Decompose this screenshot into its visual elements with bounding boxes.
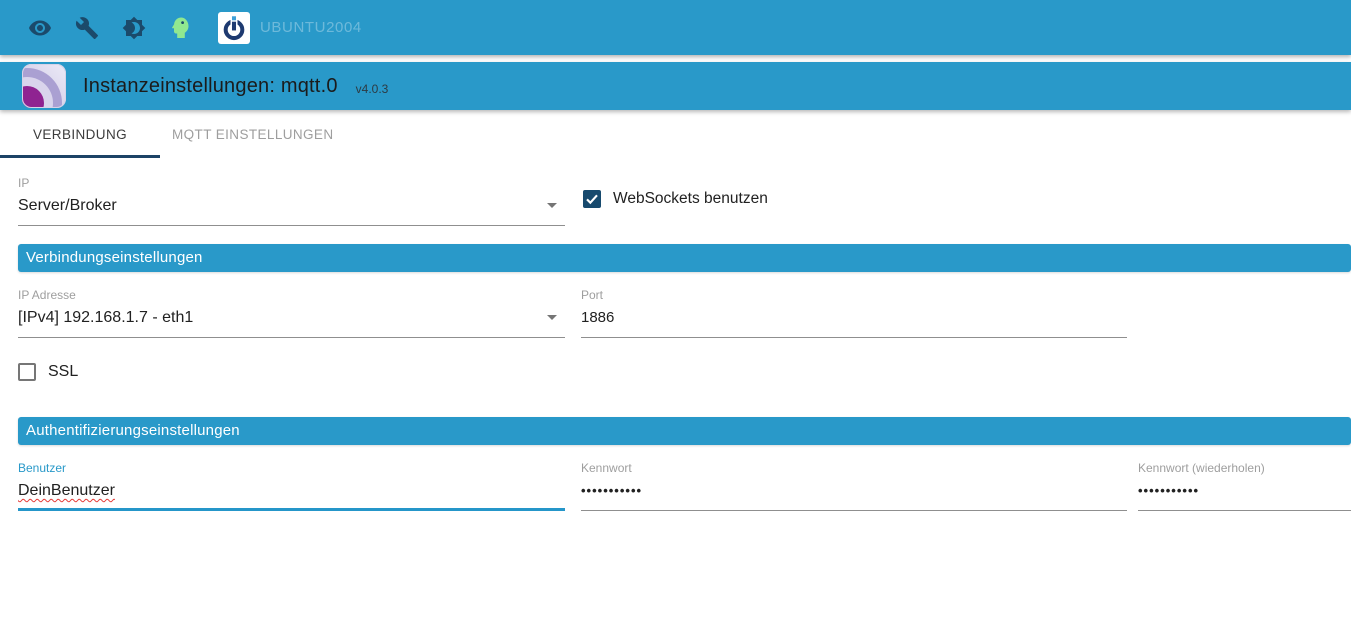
password-repeat-label: Kennwort (wiederholen) (1138, 461, 1265, 475)
password-label: Kennwort (581, 461, 632, 475)
head-icon[interactable] (169, 16, 193, 40)
password-field: Kennwort ••••••••••• (581, 461, 1127, 511)
tab-verbindung[interactable]: VERBINDUNG (32, 127, 127, 142)
section-header-auth: Authentifizierungseinstellungen (18, 417, 1351, 445)
iobroker-logo[interactable] (218, 11, 250, 44)
app-bar: UBUNTU2004 (0, 0, 1351, 55)
mqtt-adapter-icon (22, 64, 66, 108)
brightness-icon[interactable] (122, 16, 146, 40)
version-label: v4.0.3 (355, 81, 389, 96)
websockets-label: WebSockets benutzen (613, 190, 768, 207)
user-label: Benutzer (18, 461, 67, 475)
port-field: Port 1886 (581, 288, 1127, 338)
page-title: Instanzeinstellungen: mqtt.0 (83, 74, 338, 97)
chevron-down-icon (547, 203, 557, 208)
active-tab-indicator (0, 155, 160, 158)
user-input[interactable]: DeinBenutzer (18, 480, 565, 511)
ssl-checkbox[interactable]: SSL (18, 363, 78, 381)
password-repeat-input[interactable]: ••••••••••• (1138, 480, 1351, 511)
password-input[interactable]: ••••••••••• (581, 480, 1127, 511)
checkbox-checked-icon (583, 190, 601, 208)
eye-icon[interactable] (28, 16, 52, 40)
ip-address-value: [IPv4] 192.168.1.7 - eth1 (18, 309, 194, 326)
hostname-label: UBUNTU2004 (260, 19, 362, 36)
port-label: Port (581, 288, 604, 302)
ip-address-field: IP Adresse [IPv4] 192.168.1.7 - eth1 (18, 288, 565, 338)
ssl-label: SSL (48, 363, 79, 380)
tab-mqtt-einstellungen[interactable]: MQTT EINSTELLUNGEN (172, 127, 334, 142)
tab-bar: VERBINDUNG MQTT EINSTELLUNGEN (0, 112, 345, 158)
ip-select-value: Server/Broker (18, 197, 117, 214)
ip-select-field: IP Server/Broker (18, 176, 565, 226)
websockets-checkbox[interactable]: WebSockets benutzen (583, 190, 768, 208)
section-header-connection: Verbindungseinstellungen (18, 244, 1351, 272)
user-field: Benutzer DeinBenutzer (18, 461, 565, 511)
check-icon (586, 194, 598, 205)
ip-address-select[interactable]: [IPv4] 192.168.1.7 - eth1 (18, 307, 565, 338)
ip-select[interactable]: Server/Broker (18, 195, 565, 226)
chevron-down-icon (547, 315, 557, 320)
password-repeat-field: Kennwort (wiederholen) ••••••••••• (1138, 461, 1351, 511)
instance-header: Instanzeinstellungen: mqtt.0 v4.0.3 (0, 62, 1351, 110)
port-input[interactable]: 1886 (581, 307, 1127, 338)
wrench-icon[interactable] (75, 16, 99, 40)
ip-label: IP (18, 176, 30, 190)
checkbox-unchecked-icon (18, 363, 36, 381)
ip-address-label: IP Adresse (18, 288, 76, 302)
user-input-value: DeinBenutzer (18, 482, 115, 499)
